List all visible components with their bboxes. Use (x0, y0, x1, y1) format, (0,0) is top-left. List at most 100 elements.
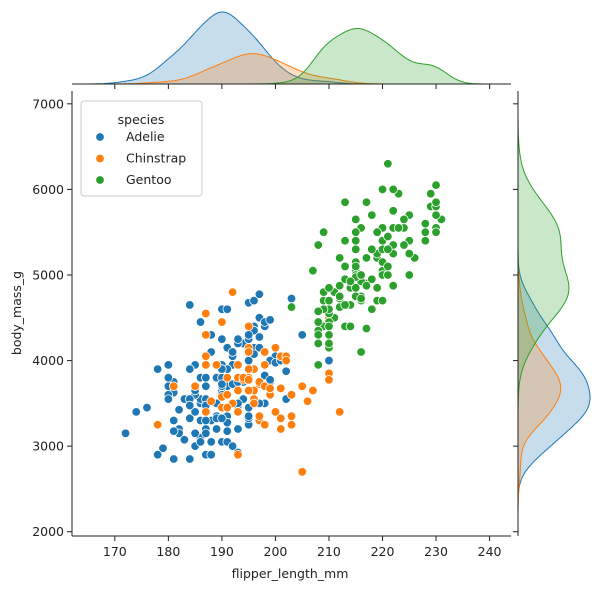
point-adelie (169, 415, 179, 426)
point-gentoo (334, 253, 345, 263)
point-adelie (254, 289, 265, 299)
point-adelie (227, 347, 238, 357)
point-gentoo (345, 321, 356, 332)
x-tick-label: 210 (317, 544, 341, 559)
point-gentoo (426, 188, 436, 199)
point-chinstrap (324, 375, 334, 385)
point-gentoo (361, 323, 372, 334)
point-chinstrap (276, 413, 286, 424)
point-adelie (201, 381, 211, 391)
legend-box (80, 100, 203, 197)
point-gentoo (308, 266, 318, 276)
point-adelie (190, 428, 200, 439)
point-gentoo (372, 283, 382, 293)
point-gentoo (334, 291, 345, 302)
x-tick-label: 190 (210, 544, 234, 559)
point-gentoo (286, 302, 297, 312)
point-chinstrap (243, 375, 254, 385)
point-chinstrap (211, 360, 222, 370)
point-chinstrap (270, 343, 281, 353)
x-tick-label: 240 (478, 544, 502, 559)
point-gentoo (361, 280, 372, 291)
point-gentoo (420, 218, 431, 229)
point-adelie (163, 360, 174, 370)
legend-marker-adelie (95, 132, 105, 142)
point-adelie (152, 364, 163, 374)
point-chinstrap (222, 402, 232, 413)
point-adelie (265, 315, 275, 325)
point-gentoo (324, 321, 334, 332)
x-tick-label: 170 (103, 544, 127, 559)
y-tick-label: 6000 (32, 182, 64, 197)
point-adelie (163, 394, 174, 404)
legend-label-adelie: Adelie (126, 129, 165, 144)
legend-items: Adelie Chinstrap Gentoo (95, 129, 186, 187)
point-adelie (131, 407, 141, 417)
point-adelie (206, 450, 216, 460)
legend-label-chinstrap: Chinstrap (126, 151, 186, 166)
point-gentoo (377, 184, 388, 195)
legend-marker-chinstrap (95, 153, 105, 164)
point-adelie (174, 405, 184, 415)
x-tick-label: 220 (371, 544, 395, 559)
point-adelie (142, 402, 152, 413)
top-marginal-kde (72, 11, 511, 89)
point-gentoo (345, 276, 356, 287)
point-gentoo (351, 236, 361, 246)
point-gentoo (383, 159, 393, 169)
point-adelie (169, 426, 179, 436)
point-adelie (185, 454, 195, 464)
point-adelie (179, 435, 190, 445)
legend-title: species (118, 112, 165, 127)
point-adelie (286, 293, 297, 304)
point-chinstrap (302, 396, 313, 406)
point-chinstrap (201, 308, 211, 319)
point-chinstrap (243, 321, 254, 332)
point-gentoo (399, 240, 409, 250)
y-tick-label: 5000 (32, 267, 64, 282)
point-adelie (185, 300, 195, 310)
point-gentoo (356, 293, 366, 304)
legend-label-gentoo: Gentoo (126, 172, 172, 187)
x-axis-title: flipper_length_mm (232, 566, 349, 581)
point-chinstrap (286, 390, 297, 400)
x-tick-label: 200 (264, 544, 288, 559)
point-chinstrap (201, 351, 211, 361)
point-chinstrap (201, 407, 211, 417)
point-gentoo (431, 197, 441, 207)
point-chinstrap (260, 347, 270, 357)
point-adelie (206, 437, 216, 447)
point-chinstrap (265, 383, 275, 394)
point-gentoo (367, 244, 377, 255)
point-chinstrap (270, 407, 281, 417)
point-chinstrap (222, 372, 232, 383)
point-chinstrap (169, 381, 179, 391)
point-gentoo (324, 338, 334, 349)
point-adelie (217, 379, 227, 389)
point-gentoo (340, 197, 350, 207)
point-chinstrap (308, 385, 318, 396)
point-chinstrap (276, 383, 286, 394)
point-adelie (222, 426, 232, 436)
point-adelie (158, 443, 168, 453)
point-gentoo (388, 280, 398, 291)
y-ticks: 2000 3000 4000 5000 6000 7000 (32, 96, 72, 539)
point-gentoo (361, 197, 372, 207)
point-chinstrap (222, 390, 232, 400)
point-gentoo (351, 283, 361, 293)
point-chinstrap (276, 424, 286, 434)
point-gentoo (393, 223, 404, 233)
point-gentoo (431, 210, 441, 220)
point-gentoo (404, 248, 414, 259)
y-tick-label: 2000 (32, 524, 64, 539)
point-gentoo (431, 227, 441, 237)
point-gentoo (356, 270, 366, 280)
point-gentoo (334, 280, 345, 291)
point-gentoo (340, 300, 350, 310)
point-chinstrap (227, 287, 238, 297)
point-chinstrap (254, 411, 265, 421)
point-chinstrap (243, 364, 254, 374)
point-gentoo (377, 295, 388, 306)
x-ticks: 170 180 190 200 210 220 230 240 (103, 536, 502, 559)
